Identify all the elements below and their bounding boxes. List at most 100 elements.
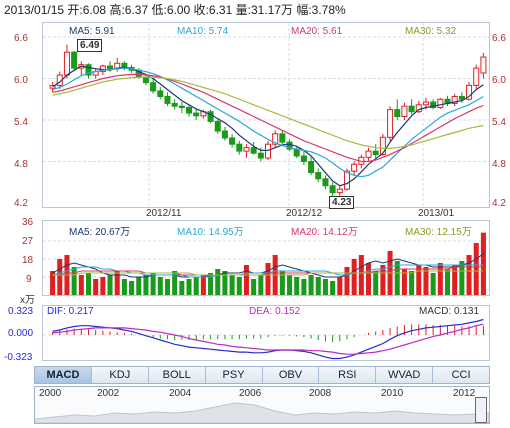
kline-panel[interactable]: MA5: 5.91 MA10: 5.74 MA20: 5.61 MA30: 5.… — [42, 22, 490, 209]
timeline-year: 2006 — [239, 388, 262, 399]
candle-body — [415, 104, 422, 113]
volume-bar — [294, 277, 300, 295]
kline-xtick: 2012/12 — [286, 208, 323, 219]
timeline-navigator[interactable]: 2000 2002 2004 2006 2008 2010 2012 — [34, 386, 490, 424]
tab-macd[interactable]: MACD — [35, 367, 92, 383]
kline-ytick-right: 4.2 — [492, 198, 506, 209]
volume-bar — [265, 263, 271, 295]
volume-bar — [200, 275, 206, 295]
candle-body — [214, 120, 221, 132]
volume-bar — [315, 277, 321, 295]
volume-bar — [164, 279, 170, 295]
volume-bar — [236, 277, 242, 295]
volume-bar — [337, 277, 343, 295]
candle-body — [300, 155, 307, 162]
candle-body — [264, 143, 272, 159]
volume-panel[interactable]: MA5: 20.67万 MA10: 14.95万 MA20: 14.12万 MA… — [42, 220, 490, 296]
volume-bar — [50, 271, 56, 295]
volume-bar — [71, 267, 77, 295]
volume-bar — [157, 277, 163, 295]
candle-body — [286, 141, 293, 150]
volume-bar — [243, 265, 249, 295]
candle-body — [437, 98, 444, 109]
tab-kdj[interactable]: KDJ — [92, 367, 149, 383]
volume-ytick: 9 — [26, 274, 32, 285]
volume-bar — [107, 275, 113, 295]
macd-ytick: 0.000 — [8, 328, 34, 339]
volume-bar — [93, 279, 99, 295]
candle-body — [229, 137, 236, 145]
quote-info-bar: 2013/01/15 开:6.08 高:6.37 低:6.00 收:6.31 量… — [0, 0, 510, 20]
candle-body — [430, 101, 437, 109]
tab-rsi[interactable]: RSI — [319, 367, 377, 383]
candle-body — [150, 82, 157, 92]
volume-bar — [401, 269, 407, 295]
timeline-year: 2010 — [381, 388, 404, 399]
kline-xtick: 2013/01 — [418, 208, 455, 219]
kline-ma30-legend: MA30: 5.32 — [405, 26, 457, 37]
kline-ma10-legend: MA10: 5.74 — [177, 26, 229, 37]
volume-bar — [366, 263, 372, 295]
kline-ma30-line — [52, 76, 484, 150]
macd-dif-legend: DIF: 0.217 — [47, 306, 94, 317]
candle-body — [85, 64, 92, 76]
timeline-range-handle[interactable] — [475, 397, 487, 423]
low-label: 低: — [151, 3, 167, 17]
volume-ytick: 18 — [22, 255, 34, 266]
kline-ytick: 5.4 — [14, 117, 28, 128]
volume-bar — [344, 267, 350, 295]
kline-ytick-right: 6.6 — [492, 33, 506, 44]
candle-body — [243, 147, 250, 152]
tab-wvad[interactable]: WVAD — [376, 367, 434, 383]
high-label: 高: — [109, 3, 125, 17]
tab-cci[interactable]: CCI — [451, 369, 471, 381]
macd-ytick: 0.323 — [8, 306, 34, 317]
open-label: 开: — [67, 3, 83, 17]
volume-unit: x万 — [20, 295, 35, 306]
candle-body — [458, 95, 465, 100]
kline-ytick: 4.2 — [14, 198, 28, 209]
candle-body — [157, 90, 164, 97]
volume-bar — [437, 263, 443, 295]
kline-ytick-right: 4.8 — [492, 159, 506, 170]
tab-psy[interactable]: PSY — [206, 367, 263, 383]
candle-body — [236, 143, 243, 152]
candle-body — [394, 109, 401, 118]
volume-bar — [330, 281, 336, 295]
volume-bar — [172, 271, 178, 295]
candle-body — [107, 65, 114, 70]
candle-body — [71, 51, 78, 69]
volume-bar — [143, 275, 149, 295]
volume-bar — [452, 265, 458, 295]
volume-bar — [409, 271, 415, 295]
candle-body — [308, 161, 315, 174]
timeline-year: 2000 — [39, 388, 62, 399]
volume-bar — [308, 275, 314, 295]
volume-bar — [423, 267, 429, 295]
macd-value-legend: MACD: 0.131 — [419, 306, 480, 317]
candle-body — [186, 107, 193, 114]
macd-ytick: -0.323 — [4, 352, 33, 363]
kline-ma10-line — [52, 67, 484, 178]
close-value: 6.31 — [208, 3, 233, 17]
macd-panel[interactable]: DIF: 0.217 DEA: 0.152 MACD: 0.131 — [42, 305, 490, 361]
candle-body — [387, 109, 394, 138]
volume-ytick: 27 — [22, 236, 34, 247]
volume-bar — [430, 273, 436, 295]
tab-obv[interactable]: OBV — [263, 367, 320, 383]
volume-ma5-line — [52, 253, 484, 278]
volume-bar — [222, 271, 228, 295]
timeline-year: 2004 — [169, 388, 192, 399]
tab-boll[interactable]: BOLL — [149, 367, 206, 383]
candle-body — [329, 185, 336, 194]
volume-value: 31.17万 — [250, 3, 293, 17]
volume-bar — [279, 271, 285, 295]
candle-body — [466, 84, 473, 100]
close-label: 收: — [193, 3, 209, 17]
volume-bar — [466, 255, 472, 295]
candle-body — [408, 105, 415, 113]
candle-body — [473, 67, 480, 86]
candle-body — [164, 95, 171, 104]
change-value: 3.78% — [311, 3, 346, 17]
volume-ma20-line — [52, 266, 484, 276]
